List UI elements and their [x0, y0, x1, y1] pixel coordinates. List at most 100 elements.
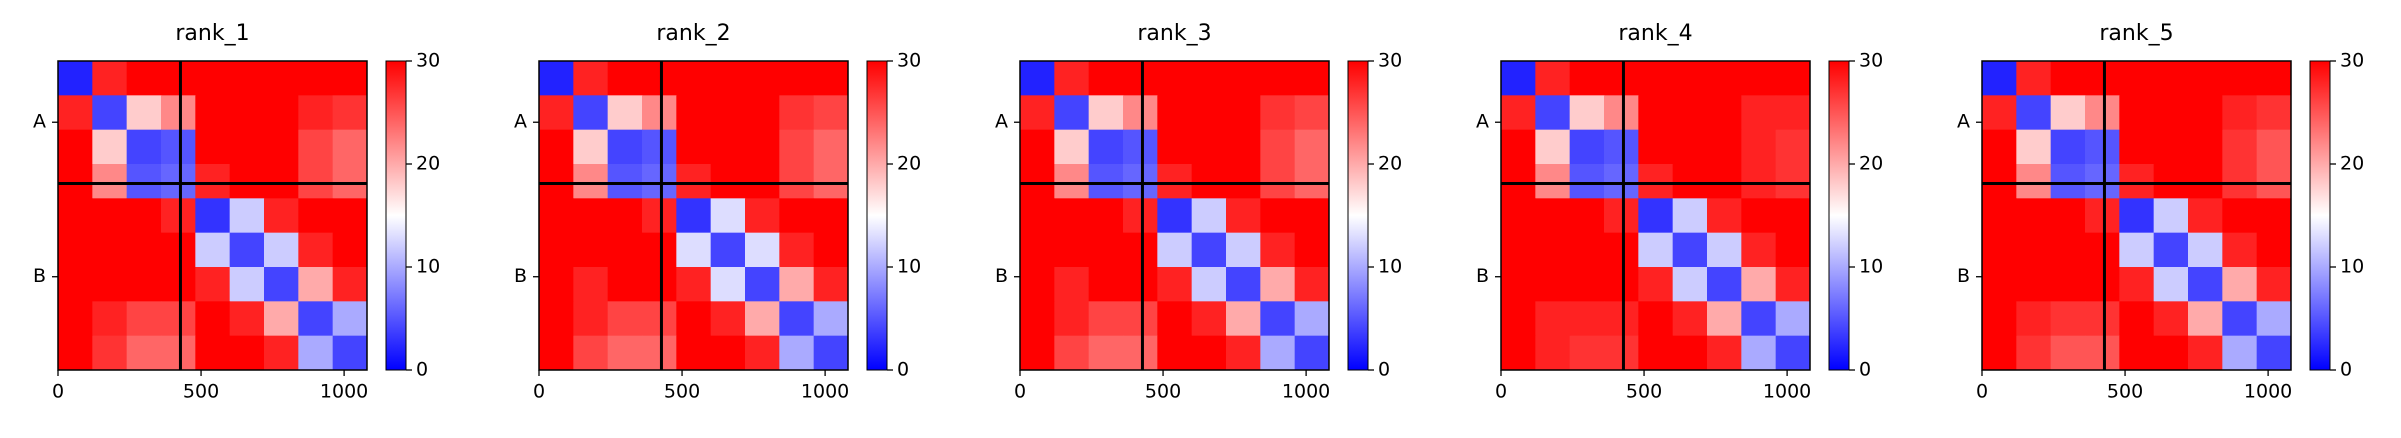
heatmap-cell: [2153, 301, 2189, 337]
heatmap-cell: [1260, 267, 1296, 302]
heatmap-cell: [1741, 232, 1777, 268]
heatmap-cell: [2085, 267, 2120, 302]
heatmap-cell: [2119, 61, 2155, 96]
heatmap-cell: [1226, 164, 1261, 199]
heatmap-cell: [1088, 129, 1124, 165]
heatmap-cell: [1260, 232, 1296, 268]
colorbar-tick-label: 0: [2340, 359, 2352, 381]
heatmap-cell: [642, 301, 677, 337]
heatmap-cell: [1775, 232, 1811, 268]
heatmap-cell: [1501, 164, 1536, 199]
heatmap-cell: [2222, 301, 2258, 337]
heatmap-cell: [676, 198, 712, 234]
heatmap-cell: [264, 129, 299, 165]
y-tick-label: B: [514, 265, 527, 287]
heatmap-cell: [2050, 129, 2086, 165]
heatmap-cell: [332, 232, 368, 268]
heatmap-cell: [779, 61, 815, 96]
plot-frame: [1981, 60, 2292, 371]
heatmap-cell: [195, 61, 231, 96]
heatmap-cell: [229, 61, 265, 96]
chart-title: rank_4: [1618, 21, 1692, 46]
heatmap-cell: [607, 198, 643, 234]
heatmap-cell: [813, 95, 849, 131]
y-tick-label: A: [33, 111, 46, 133]
heatmap-cell: [1707, 301, 1742, 337]
heatmap-cell: [1604, 335, 1639, 371]
heatmap-cell: [813, 129, 849, 165]
heatmap-cell: [1707, 267, 1742, 302]
heatmap-cell: [1569, 129, 1605, 165]
heatmap-cell: [1123, 232, 1158, 268]
heatmap-cell: [2188, 95, 2223, 131]
heatmap-cell: [676, 267, 712, 302]
heatmap-cell: [1123, 129, 1158, 165]
heatmap-cell: [195, 95, 231, 131]
heatmap-cell: [229, 301, 265, 337]
heatmap-cell: [332, 335, 368, 371]
heatmap-cell: [1569, 198, 1605, 234]
heatmap-cell: [58, 129, 93, 165]
heatmap-cell: [58, 301, 93, 337]
heatmap-cell: [1741, 61, 1777, 96]
heatmap-cell: [58, 267, 93, 302]
heatmap-cell: [332, 301, 368, 337]
heatmap-cell: [2016, 232, 2052, 268]
x-tick-label: 500: [1145, 381, 1181, 403]
heatmap-cell: [676, 164, 712, 199]
heatmap-cell: [1672, 267, 1708, 302]
heatmap-cell: [2256, 129, 2292, 165]
heatmap-cell: [2188, 301, 2223, 337]
colorbar-tick-label: 30: [2340, 50, 2364, 72]
heatmap-cell: [1157, 129, 1193, 165]
heatmap-cell: [1226, 95, 1261, 131]
heatmap-cell: [779, 95, 815, 131]
heatmap-cell: [1707, 335, 1742, 371]
heatmap-cell: [539, 267, 574, 302]
heatmap-cell: [710, 198, 746, 234]
heatmap-cell: [2153, 198, 2189, 234]
heatmap-cell: [1020, 198, 1055, 234]
heatmap-cell: [1054, 164, 1090, 199]
heatmap-cell: [332, 61, 368, 96]
heatmap-cell: [2153, 267, 2189, 302]
heatmap-cell: [539, 129, 574, 165]
heatmap-cell: [745, 335, 780, 371]
heatmap-cell: [1707, 61, 1742, 96]
heatmap-cell: [710, 301, 746, 337]
heatmap-cell: [161, 164, 196, 199]
heatmap-cell: [229, 232, 265, 268]
heatmap-cell: [1775, 198, 1811, 234]
heatmap-cell: [2256, 95, 2292, 131]
heatmap-cell: [607, 301, 643, 337]
heatmap-cell: [1123, 267, 1158, 302]
y-tick-label: A: [1957, 111, 1970, 133]
heatmap-cell: [1775, 335, 1811, 371]
heatmap-cell: [1775, 164, 1811, 199]
heatmap-cell: [1157, 164, 1193, 199]
heatmap-cell: [710, 164, 746, 199]
chart-title: rank_3: [1137, 21, 1211, 46]
heatmap-cell: [2016, 335, 2052, 371]
heatmap-cell: [1088, 61, 1124, 96]
x-tick-label: 500: [183, 381, 219, 403]
heatmap-cell: [1638, 95, 1674, 131]
heatmap-cell: [1088, 267, 1124, 302]
heatmap-cell: [1020, 232, 1055, 268]
heatmap-cell: [126, 232, 162, 268]
heatmap-cell: [1157, 301, 1193, 337]
heatmap-cell: [779, 335, 815, 371]
heatmap-cell: [1054, 129, 1090, 165]
colorbar-tick-label: 30: [1378, 50, 1402, 72]
heatmap-cell: [1123, 301, 1158, 337]
heatmap-cell: [1535, 95, 1571, 131]
heatmap-cell: [1707, 198, 1742, 234]
heatmap-cell: [264, 335, 299, 371]
heatmap-cell: [126, 61, 162, 96]
colorbar-tick-label: 0: [897, 359, 909, 381]
heatmap-cell: [1294, 301, 1330, 337]
heatmap-cell: [1226, 129, 1261, 165]
heatmap-cell: [1157, 335, 1193, 371]
heatmap-cell: [264, 61, 299, 96]
heatmap-cell: [92, 301, 128, 337]
